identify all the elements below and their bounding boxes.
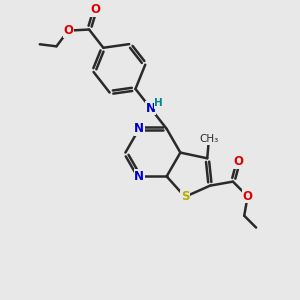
Text: N: N	[134, 122, 144, 135]
Text: N: N	[146, 102, 156, 115]
Text: CH₃: CH₃	[199, 134, 218, 144]
Text: S: S	[181, 190, 189, 203]
Text: O: O	[233, 155, 243, 168]
Text: H: H	[154, 98, 163, 108]
Text: O: O	[63, 24, 73, 37]
Text: O: O	[90, 3, 100, 16]
Text: O: O	[243, 190, 253, 203]
Text: N: N	[134, 170, 144, 183]
